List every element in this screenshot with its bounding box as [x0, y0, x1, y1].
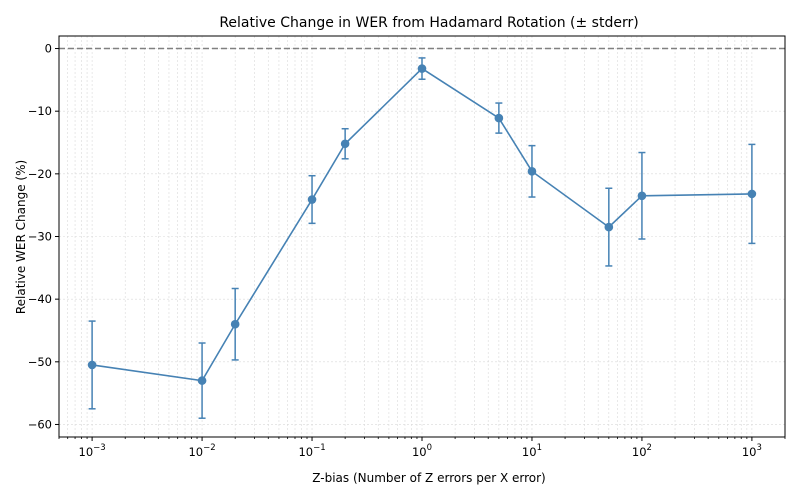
y-tick-label: −30: [28, 230, 52, 244]
x-axis-label: Z-bias (Number of Z errors per X error): [312, 471, 545, 485]
y-tick-label: −10: [28, 104, 52, 118]
y-axis-label: Relative WER Change (%): [14, 160, 28, 314]
chart-title: Relative Change in WER from Hadamard Rot…: [219, 15, 638, 31]
x-tick-label: 101: [522, 443, 542, 459]
x-tick-label: 103: [742, 443, 762, 459]
x-tick-exponent: −3: [93, 443, 106, 453]
grid: [58, 36, 786, 437]
data-point: [637, 191, 647, 201]
x-tick-label: 10−1: [298, 443, 325, 459]
data-point: [307, 195, 317, 204]
x-tick-label: 10−2: [188, 443, 215, 459]
data-point: [340, 139, 350, 149]
x-tick-exponent: −2: [203, 443, 216, 453]
x-tick-exponent: 3: [757, 443, 762, 453]
data-point: [527, 167, 537, 176]
data-point: [417, 64, 427, 73]
data-point: [747, 189, 757, 199]
y-tick-label: −50: [28, 355, 52, 369]
x-tick-label: 10−3: [79, 443, 106, 459]
y-tick-label: −20: [28, 167, 52, 181]
axis-ticks: 10−3 10−2 10−1 100 101 102 1030−10−20−30−40−50…: [28, 42, 786, 459]
data-point: [604, 222, 614, 232]
x-tick-exponent: 1: [537, 443, 542, 453]
x-tick-exponent: 0: [427, 443, 432, 453]
data-point: [230, 319, 240, 329]
x-tick-exponent: −1: [313, 443, 326, 453]
x-tick-exponent: 2: [647, 443, 652, 453]
data-points: [87, 64, 757, 385]
y-tick-label: −40: [28, 292, 52, 306]
x-tick-label: 100: [412, 443, 432, 459]
y-tick-label: 0: [45, 42, 52, 56]
data-point: [197, 376, 207, 385]
data-point: [494, 113, 504, 123]
data-point: [87, 360, 97, 370]
y-tick-label: −60: [28, 417, 52, 431]
x-tick-label: 102: [632, 443, 652, 459]
